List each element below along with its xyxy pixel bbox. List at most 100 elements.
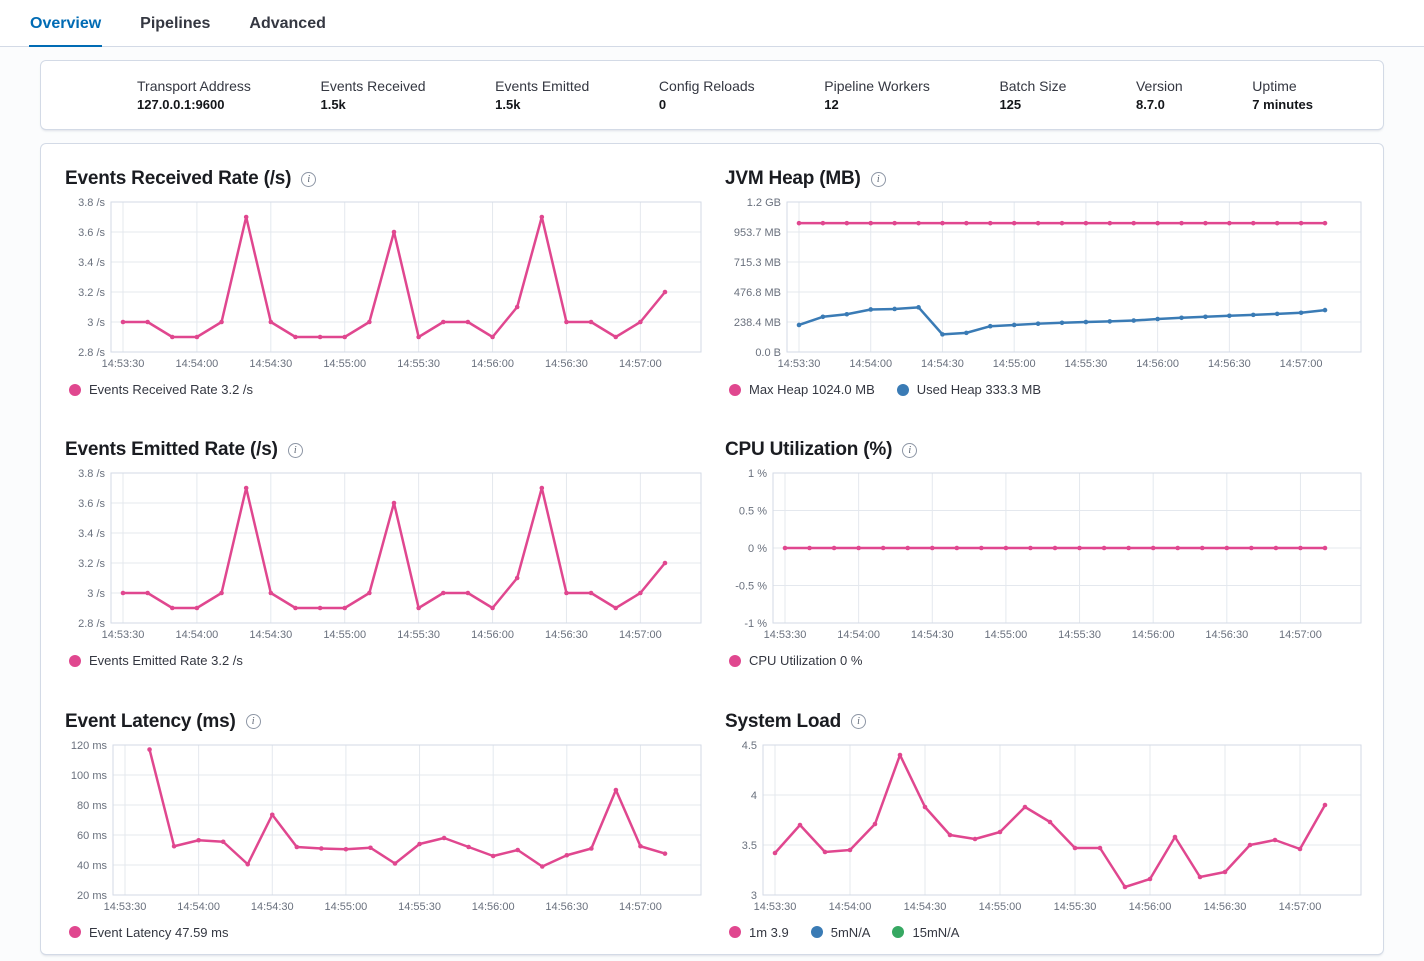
- cpu-utilization-line-chart[interactable]: 1 % 0.5 % 0 % -0.5 % -1 % 14:53:30 14:54:00 14:…: [725, 467, 1375, 645]
- svg-text:14:55:30: 14:55:30: [397, 358, 440, 370]
- svg-text:14:53:30: 14:53:30: [102, 358, 145, 370]
- chart-legend: Events Emitted Rate 3.2 /s: [69, 653, 713, 668]
- svg-text:14:56:00: 14:56:00: [1129, 901, 1172, 913]
- stat-events-received: Events Received 1.5k: [320, 78, 425, 112]
- svg-text:0.0 B: 0.0 B: [755, 347, 781, 359]
- tab-pipelines[interactable]: Pipelines: [140, 15, 211, 32]
- info-icon[interactable]: i: [851, 714, 867, 730]
- tab-bar: Overview Pipelines Advanced: [0, 0, 1424, 47]
- svg-text:3.2 /s: 3.2 /s: [78, 287, 105, 299]
- stat-pipeline-workers: Pipeline Workers 12: [824, 78, 930, 112]
- svg-text:3.2 /s: 3.2 /s: [78, 558, 105, 570]
- svg-text:14:55:00: 14:55:00: [324, 901, 367, 913]
- summary-stats-panel: Transport Address 127.0.0.1:9600 Events …: [40, 60, 1384, 130]
- legend-dot-icon: [892, 926, 905, 939]
- svg-text:14:56:00: 14:56:00: [472, 901, 515, 913]
- stat-value: 8.7.0: [1135, 97, 1165, 112]
- stat-config-reloads: Config Reloads 0: [659, 78, 755, 112]
- svg-text:14:55:00: 14:55:00: [979, 901, 1022, 913]
- jvm-heap-line-chart[interactable]: 1.2 GB 953.7 MB 715.3 MB 476.8 MB 238.4 MB 0.…: [725, 196, 1375, 374]
- stat-label: Config Reloads: [658, 78, 755, 94]
- charts-panel: Events Received Rate (/s) i 3.8 /s 3.6 /s…: [40, 143, 1384, 955]
- chart-title: Events Received Rate (/s): [65, 168, 292, 189]
- svg-text:14:56:30: 14:56:30: [1208, 358, 1251, 370]
- legend-dot-icon: [810, 926, 823, 939]
- info-icon[interactable]: i: [245, 714, 261, 730]
- events-received-rate-line-chart[interactable]: 3.8 /s 3.6 /s 3.4 /s 3.2 /s 3 /s 2.8 /s 14:53:…: [65, 196, 713, 374]
- chart-events-received-rate: Events Received Rate (/s) i 3.8 /s 3.6 /s…: [65, 168, 713, 401]
- events-emitted-rate-line-chart[interactable]: 3.8 /s 3.6 /s 3.4 /s 3.2 /s 3 /s 2.8 /s 14:53:…: [65, 467, 713, 645]
- svg-text:14:56:30: 14:56:30: [545, 358, 588, 370]
- svg-text:14:54:30: 14:54:30: [249, 629, 292, 641]
- stat-version: Version 8.7.0: [1136, 78, 1183, 112]
- svg-text:14:53:30: 14:53:30: [102, 629, 145, 641]
- chart-title: Events Emitted Rate (/s): [65, 439, 278, 461]
- legend-item[interactable]: Event Latency 47.59 ms: [69, 925, 228, 940]
- stat-label: Events Emitted: [495, 78, 590, 94]
- legend-item[interactable]: Used Heap 333.3 MB: [896, 382, 1041, 397]
- svg-text:14:55:00: 14:55:00: [323, 358, 366, 370]
- stat-label: Transport Address: [137, 78, 251, 94]
- chart-legend: Event Latency 47.59 ms: [69, 925, 713, 940]
- svg-text:14:56:00: 14:56:00: [471, 358, 514, 370]
- chart-legend: CPU Utilization 0 %: [729, 653, 1375, 668]
- svg-text:3.5: 3.5: [742, 840, 757, 852]
- svg-text:14:53:30: 14:53:30: [754, 901, 797, 913]
- svg-text:80 ms: 80 ms: [77, 800, 107, 812]
- info-icon[interactable]: i: [287, 442, 303, 458]
- svg-text:14:55:30: 14:55:30: [1058, 629, 1101, 641]
- stat-value: 1.5k: [495, 97, 521, 112]
- svg-text:14:55:00: 14:55:00: [323, 629, 366, 641]
- chart-legend: Max Heap 1024.0 MB Used Heap 333.3 MB: [729, 382, 1375, 397]
- stat-value: 7 minutes: [1252, 97, 1313, 112]
- stat-value: 0: [658, 97, 667, 112]
- tab-advanced[interactable]: Advanced: [249, 15, 326, 32]
- chart-events-emitted-rate: Events Emitted Rate (/s) i 3.8 /s 3.6 /s 3…: [65, 439, 713, 672]
- legend-dot-icon: [729, 654, 741, 667]
- stat-value: 12: [824, 97, 839, 112]
- svg-text:14:55:30: 14:55:30: [1064, 358, 1107, 370]
- svg-text:60 ms: 60 ms: [77, 830, 107, 842]
- svg-text:100 ms: 100 ms: [71, 770, 108, 782]
- svg-text:14:53:30: 14:53:30: [764, 629, 807, 641]
- info-icon[interactable]: i: [301, 171, 317, 187]
- svg-text:14:54:30: 14:54:30: [911, 629, 954, 641]
- svg-text:3 /s: 3 /s: [87, 317, 105, 329]
- stat-batch-size: Batch Size 125: [999, 78, 1066, 112]
- svg-text:14:56:30: 14:56:30: [545, 629, 588, 641]
- svg-text:40 ms: 40 ms: [77, 860, 107, 872]
- legend-item[interactable]: 1m 3.9: [729, 925, 789, 940]
- svg-text:0.5 %: 0.5 %: [739, 506, 767, 518]
- svg-text:14:54:00: 14:54:00: [175, 629, 218, 641]
- chart-system-load: System Load i 4.5 4 3.5 3 14:53:30 14:54:00 14…: [725, 711, 1375, 944]
- svg-text:14:53:30: 14:53:30: [778, 358, 821, 370]
- legend-item[interactable]: 5mN/A: [810, 925, 870, 940]
- tab-overview[interactable]: Overview: [29, 0, 103, 47]
- legend-dot-icon: [69, 926, 81, 939]
- svg-text:14:57:00: 14:57:00: [619, 358, 662, 370]
- svg-text:14:54:30: 14:54:30: [251, 901, 294, 913]
- info-icon[interactable]: i: [902, 442, 918, 458]
- event-latency-line-chart[interactable]: 120 ms 100 ms 80 ms 60 ms 40 ms 20 ms 14:53:30…: [65, 739, 713, 917]
- legend-item[interactable]: Max Heap 1024.0 MB: [729, 382, 875, 397]
- chart-event-latency: Event Latency (ms) i 120 ms 100 ms 80 ms 60…: [65, 711, 713, 944]
- svg-text:14:56:30: 14:56:30: [1204, 901, 1247, 913]
- svg-text:476.8 MB: 476.8 MB: [734, 287, 781, 299]
- legend-item[interactable]: Events Emitted Rate 3.2 /s: [69, 653, 243, 668]
- svg-text:14:54:00: 14:54:00: [177, 901, 220, 913]
- svg-text:14:54:00: 14:54:00: [829, 901, 872, 913]
- svg-text:-0.5 %: -0.5 %: [735, 581, 767, 593]
- svg-text:14:53:30: 14:53:30: [104, 901, 147, 913]
- svg-text:14:54:30: 14:54:30: [249, 358, 292, 370]
- legend-item[interactable]: Events Received Rate 3.2 /s: [69, 382, 253, 397]
- legend-dot-icon: [69, 383, 81, 396]
- svg-text:14:57:00: 14:57:00: [1279, 629, 1322, 641]
- svg-text:953.7 MB: 953.7 MB: [734, 227, 781, 239]
- legend-item[interactable]: CPU Utilization 0 %: [729, 653, 862, 668]
- svg-text:14:54:30: 14:54:30: [921, 358, 964, 370]
- svg-text:14:55:30: 14:55:30: [397, 629, 440, 641]
- stat-label: Events Received: [320, 78, 426, 94]
- info-icon[interactable]: i: [870, 171, 886, 187]
- system-load-line-chart[interactable]: 4.5 4 3.5 3 14:53:30 14:54:00 14:54:30 14:55:00…: [725, 739, 1375, 917]
- legend-item[interactable]: 15mN/A: [892, 925, 959, 940]
